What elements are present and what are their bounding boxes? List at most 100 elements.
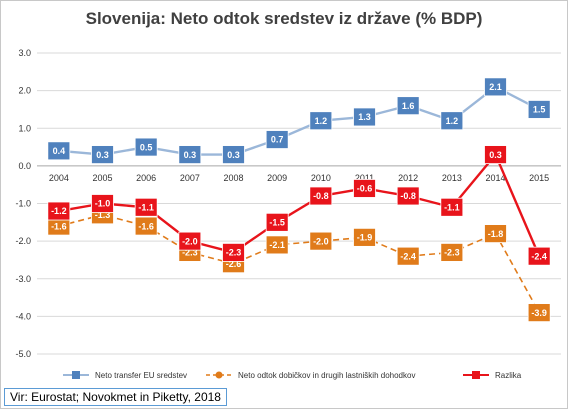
data-point-2	[47, 201, 71, 221]
x-tick-label: 2015	[529, 173, 549, 183]
x-tick-label: 2010	[311, 173, 331, 183]
data-label-0: 0.3	[184, 150, 197, 160]
data-label-2: -2.0	[182, 236, 198, 246]
data-label-0: 2.1	[489, 82, 502, 92]
data-point-0	[396, 96, 420, 116]
data-label-0: 1.3	[358, 112, 371, 122]
y-tick-label: -1.0	[15, 199, 31, 209]
data-label-2: -2.3	[226, 248, 242, 258]
series-line-0	[58, 85, 540, 156]
y-tick-label: 1.0	[18, 123, 31, 133]
data-label-0: 1.6	[402, 101, 415, 111]
x-tick-label: 2006	[136, 173, 156, 183]
data-point-0	[91, 145, 114, 164]
data-label-0: 0.4	[53, 146, 66, 156]
data-label-2: -0.6	[357, 184, 373, 194]
data-label-2: -1.5	[269, 218, 285, 228]
data-label-1: -1.8	[488, 229, 504, 239]
data-label-2: -1.1	[444, 202, 460, 212]
data-label-2: -1.0	[95, 199, 111, 209]
data-point-2	[396, 186, 420, 206]
data-label-2: -0.8	[313, 191, 329, 201]
data-point-2	[484, 145, 507, 164]
data-point-1	[309, 231, 333, 251]
data-point-2	[353, 179, 376, 198]
data-label-1: -1.6	[51, 221, 67, 231]
data-label-1: -2.6	[226, 259, 242, 269]
data-label-2: -1.2	[51, 206, 67, 216]
data-point-2	[91, 194, 114, 213]
x-tick-label: 2009	[267, 173, 287, 183]
data-point-1	[440, 243, 464, 262]
data-label-1: -3.9	[531, 308, 547, 318]
data-point-0	[440, 111, 464, 131]
data-label-2: -2.4	[531, 251, 547, 261]
legend-label-2: Razlika	[495, 371, 522, 380]
data-label-1: -1.6	[138, 221, 154, 231]
x-tick-label: 2012	[398, 173, 418, 183]
data-point-0	[222, 145, 245, 164]
data-point-1	[134, 216, 158, 236]
legend-marker-2	[472, 371, 480, 379]
data-point-0	[265, 130, 289, 149]
y-tick-label: -4.0	[15, 311, 31, 321]
data-point-0	[353, 107, 376, 127]
x-tick-label: 2007	[180, 173, 200, 183]
data-label-0: 1.2	[446, 116, 459, 126]
data-point-2	[309, 186, 333, 206]
data-label-0: 0.3	[227, 150, 240, 160]
data-point-0	[309, 111, 333, 131]
data-point-2	[265, 212, 289, 232]
data-point-2	[527, 246, 551, 266]
x-tick-label: 2014	[485, 173, 505, 183]
legend-label-1: Neto odtok dobičkov in drugih lastniških…	[238, 371, 415, 380]
data-label-1: -1.9	[357, 233, 373, 243]
y-tick-label: 3.0	[18, 48, 31, 58]
data-label-1: -2.0	[313, 236, 329, 246]
data-point-1	[396, 246, 420, 266]
data-point-1	[527, 303, 551, 323]
data-point-1	[353, 227, 376, 247]
data-point-2	[440, 197, 464, 217]
data-label-1: -2.3	[444, 248, 460, 258]
source-note: Vir: Eurostat; Novokmet in Piketty, 2018	[4, 388, 227, 406]
y-tick-label: -5.0	[15, 349, 31, 359]
data-point-2	[134, 197, 158, 217]
data-point-2	[178, 231, 202, 251]
data-label-0: 0.3	[96, 150, 109, 160]
data-point-1	[484, 224, 507, 244]
data-label-2: -0.8	[400, 191, 416, 201]
data-point-1	[265, 235, 289, 255]
data-point-0	[527, 100, 551, 119]
data-label-2: -1.1	[138, 202, 154, 212]
x-tick-label: 2011	[355, 173, 374, 183]
data-label-1: -1.3	[95, 210, 111, 220]
data-point-2	[222, 243, 245, 262]
x-tick-label: 2005	[92, 173, 112, 183]
data-label-1: -2.4	[400, 251, 416, 261]
legend-marker-0	[72, 371, 80, 379]
data-label-2: 0.3	[489, 150, 502, 160]
y-tick-label: -2.0	[15, 236, 31, 246]
x-tick-label: 2008	[223, 173, 243, 183]
data-label-0: 0.7	[271, 135, 284, 145]
chart-title: Slovenija: Neto odtok sredstev iz države…	[85, 9, 483, 28]
data-label-1: -2.1	[269, 240, 285, 250]
data-point-0	[134, 137, 158, 157]
y-tick-label: 0.0	[18, 161, 31, 171]
data-point-0	[484, 77, 507, 97]
y-tick-label: -3.0	[15, 274, 31, 284]
data-label-0: 1.5	[533, 105, 546, 115]
x-tick-label: 2013	[442, 173, 462, 183]
legend-marker-1	[215, 371, 223, 379]
series-line-1	[58, 213, 540, 313]
data-label-0: 1.2	[315, 116, 328, 126]
data-label-0: 0.5	[140, 142, 153, 152]
legend-label-0: Neto transfer EU sredstev	[95, 371, 187, 380]
data-point-0	[47, 141, 71, 161]
data-label-1: -2.3	[182, 248, 198, 258]
y-tick-label: 2.0	[18, 86, 31, 96]
x-tick-label: 2004	[49, 173, 69, 183]
